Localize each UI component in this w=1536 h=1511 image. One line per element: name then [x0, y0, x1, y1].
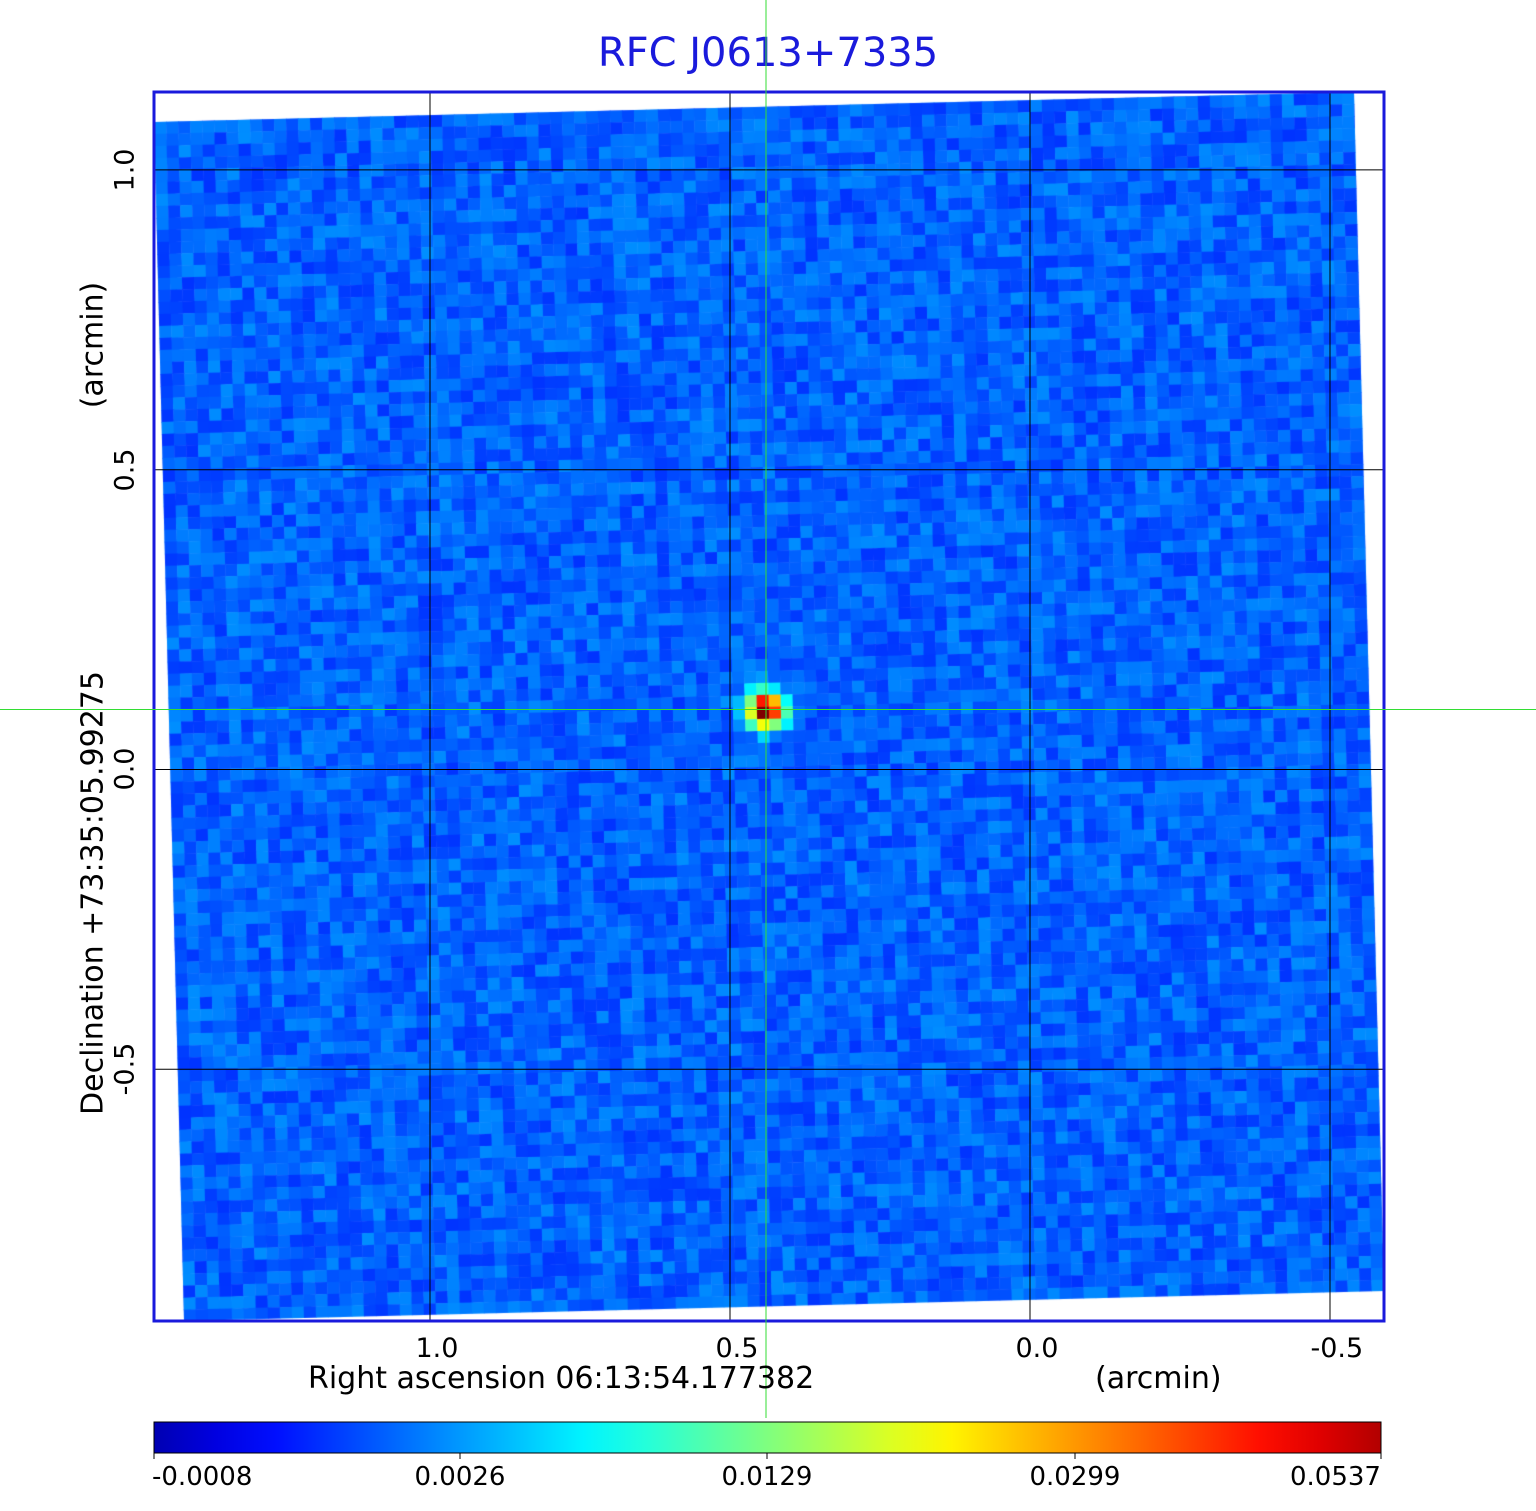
x-tick-label: 0.5 [715, 1333, 759, 1364]
colorbar-tick-label: 0.0299 [1029, 1462, 1121, 1492]
plot-frame [152, 90, 1386, 1323]
chart-title: RFC J0613+7335 [597, 30, 939, 76]
y-tick-label: -0.5 [109, 1042, 141, 1096]
y-axis-unit: (arcmin) [75, 281, 111, 409]
x-tick-label: 1.0 [415, 1333, 459, 1364]
colorbar-tick-label: 0.0537 [1290, 1462, 1381, 1492]
colorbar-tick-label: -0.0008 [152, 1462, 253, 1492]
heatmap-image [154, 92, 1384, 1322]
y-tick-label: 1.0 [109, 148, 141, 192]
x-tick-label: -0.5 [1310, 1333, 1364, 1364]
x-axis-label: Right ascension 06:13:54.177382 [308, 1361, 815, 1396]
y-tick-label: 0.5 [109, 448, 141, 492]
x-axis-unit: (arcmin) [1095, 1361, 1222, 1396]
colorbar-tick-label: 0.0026 [414, 1462, 506, 1492]
x-tick-label: 0.0 [1015, 1333, 1059, 1364]
colorbar-tick-label: 0.0129 [721, 1462, 813, 1492]
colorbar [153, 1421, 1382, 1454]
y-axis-label: Declination +73:35:05.99275 [75, 671, 111, 1115]
y-tick-label: 0.0 [109, 747, 141, 791]
